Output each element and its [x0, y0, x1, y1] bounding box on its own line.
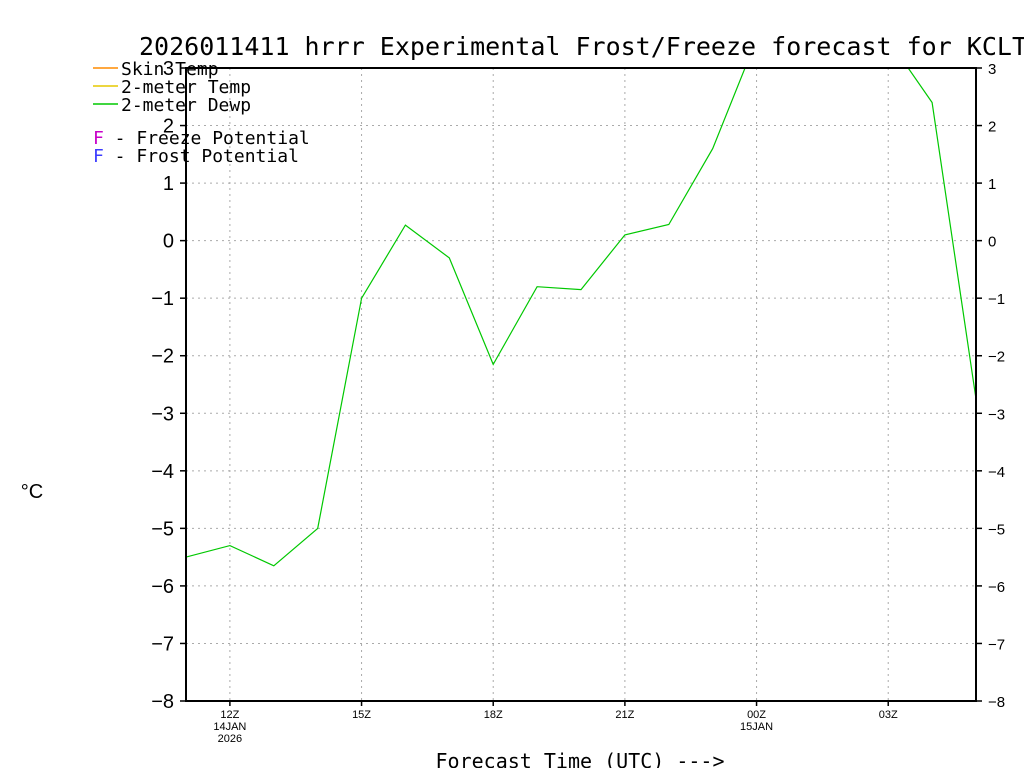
y-tick-label: 0 — [163, 231, 174, 253]
series-layer — [186, 68, 976, 567]
y-axis-right: 3 2 1 0 −1 −2 −3 −4 −5 −6 −7 −8 — [976, 61, 1005, 711]
y-tick-label-right: 3 — [988, 61, 996, 78]
y-tick-label: −8 — [151, 691, 174, 713]
y-tick-label: −6 — [151, 576, 174, 598]
x-tick-label: 21Z — [615, 709, 634, 721]
x-tick-label: 12Z — [220, 709, 239, 721]
y-axis-label: °C — [21, 481, 43, 503]
y-tick-label: −5 — [151, 518, 174, 540]
y-tick-label-right: −7 — [988, 636, 1005, 653]
y-tick-label: −4 — [151, 461, 174, 483]
y-tick-label-right: −8 — [988, 694, 1005, 711]
y-tick-label: −3 — [151, 403, 174, 425]
x-tick-label: 14JAN — [213, 721, 246, 733]
series-line-dewpoint — [186, 68, 976, 567]
y-tick-label-right: −3 — [988, 406, 1005, 423]
x-tick-label: 18Z — [484, 709, 503, 721]
legend-label: Skin Temp — [121, 59, 219, 80]
y-tick-label-right: 0 — [988, 234, 996, 251]
y-tick-label: 2 — [163, 116, 174, 138]
x-tick-label: 15Z — [352, 709, 371, 721]
x-tick-label: 00Z — [747, 709, 766, 721]
y-tick-label: −1 — [151, 288, 174, 310]
y-tick-label: −7 — [151, 633, 174, 655]
x-tick-label: 2026 — [218, 733, 242, 745]
plot-frame — [185, 67, 977, 702]
chart-title: 2026011411 hrrr Experimental Frost/Freez… — [139, 32, 1024, 61]
y-tick-label: 3 — [163, 58, 174, 80]
potential-label: F - Freeze Potential — [93, 128, 310, 149]
legend-label: 2-meter Dewp — [121, 95, 251, 116]
y-tick-label-right: −4 — [988, 464, 1005, 481]
y-tick-label-right: −6 — [988, 579, 1005, 596]
y-tick-label-right: −2 — [988, 349, 1005, 366]
potential-letter: F — [93, 146, 104, 167]
x-tick-label: 15JAN — [740, 721, 773, 733]
y-tick-label: −2 — [151, 346, 174, 368]
y-tick-label: 1 — [163, 173, 174, 195]
potential-letter: F — [93, 128, 104, 149]
y-tick-label-right: −5 — [988, 521, 1005, 538]
potential-text: - Freeze Potential — [104, 128, 310, 149]
y-tick-label-right: 2 — [988, 119, 996, 136]
y-tick-label-right: 1 — [988, 176, 996, 193]
x-tick-label: 03Z — [879, 709, 898, 721]
x-axis-label: Forecast Time (UTC) ---> — [436, 749, 725, 768]
potential-label: F - Frost Potential — [93, 146, 299, 167]
grid-lines — [186, 68, 976, 701]
y-tick-label-right: −1 — [988, 291, 1005, 308]
legend-label: 2-meter Temp — [121, 77, 251, 98]
potential-text: - Frost Potential — [104, 146, 299, 167]
y-axis-left: 3 2 1 0 −1 −2 −3 −4 −5 −6 −7 −8 — [151, 58, 186, 713]
